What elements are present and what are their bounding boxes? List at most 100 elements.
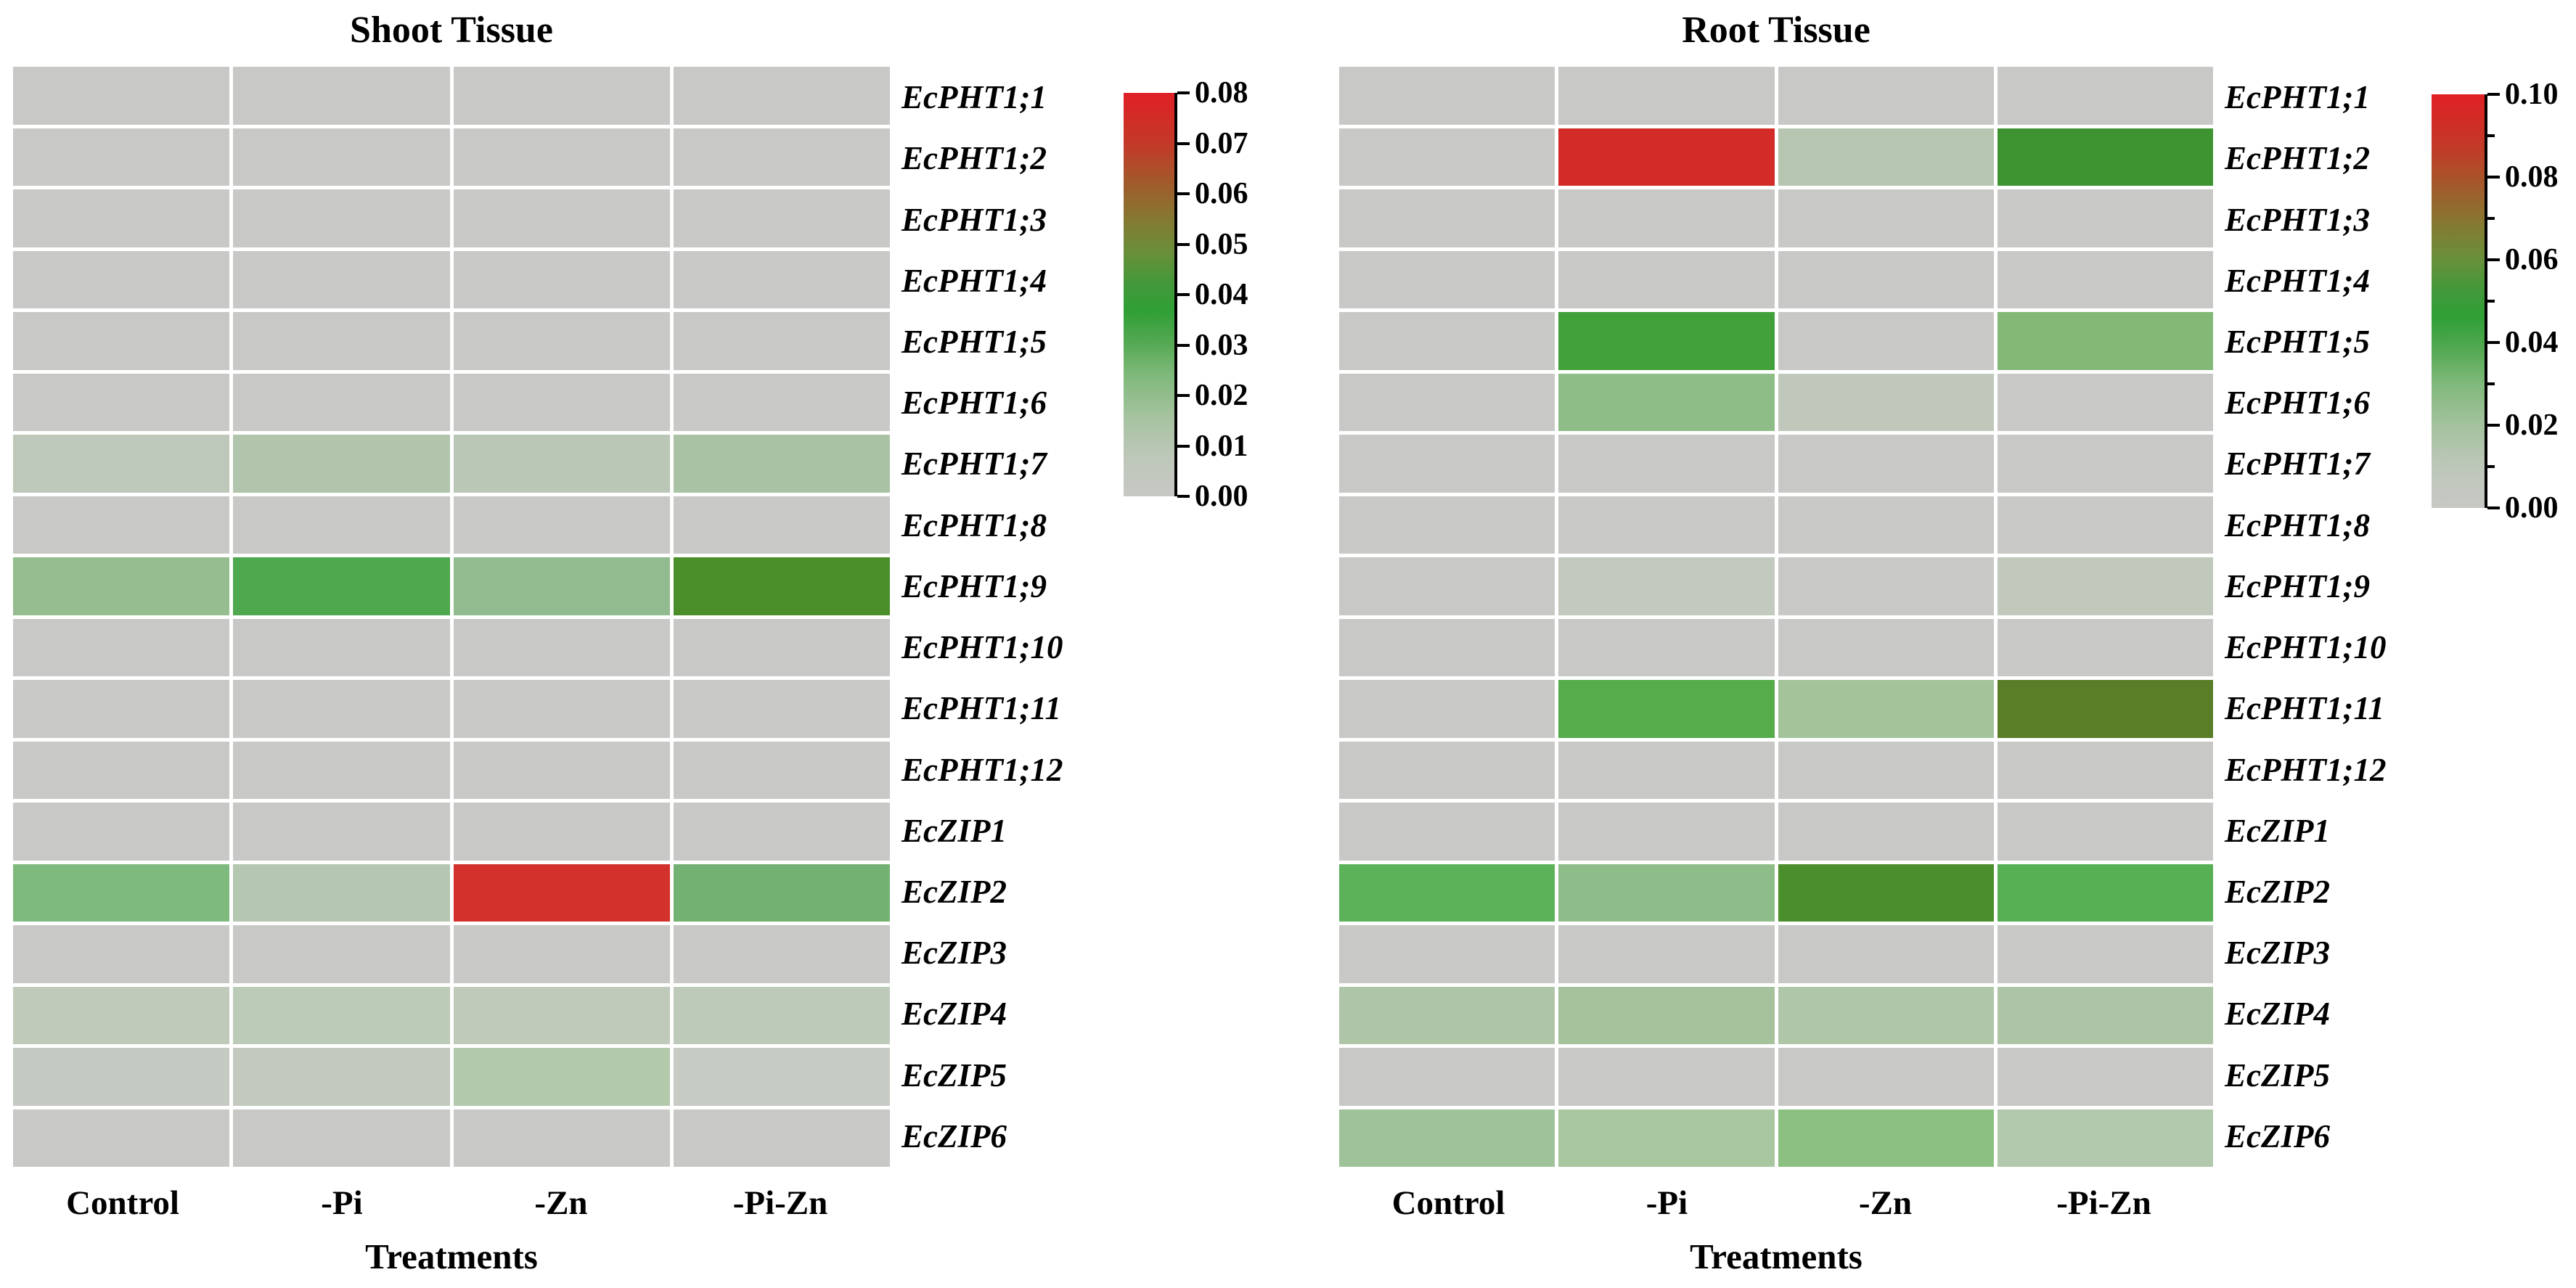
heatmap-grid-root: [1339, 67, 2213, 1167]
gene-label: EcPHT1;3: [2225, 201, 2370, 238]
heatmap-cell: [673, 557, 890, 615]
colorbar-axis: 0.08 0.07 0.06 0.05 0.04 0.03 0.02 0.01 0.00: [1174, 78, 1248, 512]
colorbar-tick-label: 0.00: [2505, 491, 2559, 525]
gene-label: EcPHT1;3: [901, 201, 1047, 238]
treatment-labels-shoot: Control -Pi -Zn -Pi-Zn: [13, 1181, 890, 1225]
gene-label: EcPHT1;6: [901, 385, 1047, 422]
gene-label: EcPHT1;4: [2225, 262, 2370, 299]
treatment-labels-root: Control -Pi -Zn -Pi-Zn: [1339, 1181, 2213, 1225]
gene-label: EcPHT1;10: [901, 629, 1063, 666]
heatmap-cell: [1339, 557, 1555, 615]
heatmap-cell: [1558, 741, 1775, 799]
gene-label: EcPHT1;5: [2225, 323, 2370, 360]
treatment-label: Control: [1391, 1184, 1505, 1222]
colorbar-minor-tick: [2487, 465, 2495, 468]
heatmap-cell: [13, 496, 230, 554]
heatmap-cell: [1558, 189, 1775, 247]
panel-title-shoot: Shoot Tissue: [350, 9, 553, 51]
heatmap-cell: [1997, 496, 2213, 554]
heatmap-cell: [233, 1048, 450, 1106]
heatmap-cell: [673, 312, 890, 370]
heatmap-cell: [453, 557, 670, 615]
heatmap-cell: [1339, 496, 1555, 554]
heatmap-cell: [1997, 1109, 2213, 1167]
heatmap-cell: [453, 435, 670, 493]
heatmap-cell: [13, 373, 230, 431]
heatmap-cell: [1778, 373, 1994, 431]
colorbar-tick: [2487, 424, 2500, 427]
heatmap-cell: [1997, 557, 2213, 615]
colorbar-tick-label: 0.04: [2505, 326, 2559, 359]
heatmap-cell: [13, 803, 230, 861]
heatmap-cell: [13, 312, 230, 370]
heatmap-cell: [233, 312, 450, 370]
heatmap-cell: [1558, 373, 1775, 431]
heatmap-cell: [1339, 67, 1555, 125]
gene-label: EcPHT1;9: [2225, 567, 2370, 604]
heatmap-cell: [1997, 373, 2213, 431]
heatmap-cell: [1778, 435, 1994, 493]
heatmap-cell: [1778, 250, 1994, 308]
heatmap-cell: [1339, 864, 1555, 922]
heatmap-cell: [233, 373, 450, 431]
heatmap-cell: [1778, 680, 1994, 738]
heatmap-cell: [1778, 925, 1994, 983]
heatmap-cell: [673, 680, 890, 738]
heatmap-cell: [1558, 250, 1775, 308]
heatmap-cell: [1558, 618, 1775, 676]
gene-label: EcPHT1;9: [901, 567, 1047, 604]
heatmap-cell: [1339, 312, 1555, 370]
colorbar-shoot: 0.08 0.07 0.06 0.05 0.04 0.03 0.02 0.01 0.00: [1124, 78, 1248, 512]
heatmap-cell: [453, 496, 670, 554]
heatmap-cell: [1558, 496, 1775, 554]
treatment-label: -Zn: [534, 1184, 588, 1222]
colorbar-tick: [2487, 258, 2500, 261]
heatmap-cell: [233, 557, 450, 615]
heatmap-cell: [13, 1109, 230, 1167]
heatmap-cell: [233, 680, 450, 738]
colorbar-tick-label: 0.02: [1195, 379, 1248, 412]
x-axis-title-shoot: Treatments: [365, 1236, 538, 1276]
heatmap-cell: [1997, 1048, 2213, 1106]
heatmap-cell: [1558, 435, 1775, 493]
heatmap-cell: [13, 680, 230, 738]
gene-label: EcPHT1;7: [2225, 446, 2370, 483]
heatmap-cell: [453, 803, 670, 861]
heatmap-cell: [673, 1048, 890, 1106]
colorbar-tick: [1177, 192, 1190, 195]
colorbar-tick-label: 0.04: [1195, 278, 1248, 311]
colorbar-axis: 0.10 0.08 0.06 0.04 0.02 0.00: [2485, 79, 2559, 523]
colorbar-tick-label: 0.05: [1195, 227, 1248, 261]
gene-label: EcPHT1;11: [901, 690, 1061, 727]
heatmap-cell: [233, 189, 450, 247]
heatmap-cell: [233, 1109, 450, 1167]
heatmap-cell: [13, 189, 230, 247]
heatmap-cell: [1778, 803, 1994, 861]
gene-labels-shoot: EcPHT1;1 EcPHT1;2 EcPHT1;3 EcPHT1;4 EcPHT1;5…: [901, 67, 1119, 1167]
heatmap-cell: [1558, 312, 1775, 370]
gene-label: EcZIP6: [2225, 1117, 2330, 1154]
colorbar-tick: [2487, 176, 2500, 179]
heatmap-cell: [1339, 1109, 1555, 1167]
heatmap-cell: [1778, 496, 1994, 554]
heatmap-cell: [1339, 803, 1555, 861]
gene-label: EcZIP5: [901, 1057, 1007, 1094]
colorbar-tick-label: 0.06: [2505, 243, 2559, 276]
colorbar-tick: [1177, 495, 1190, 498]
gene-label: EcPHT1;6: [2225, 385, 2370, 422]
heatmap-cell: [1339, 925, 1555, 983]
heatmap-cell: [673, 1109, 890, 1167]
heatmap-cell: [453, 128, 670, 186]
heatmap-cell: [1558, 986, 1775, 1044]
panel-title-root: Root Tissue: [1682, 9, 1870, 51]
heatmap-cell: [453, 986, 670, 1044]
heatmap-cell: [1997, 618, 2213, 676]
heatmap-cell: [453, 67, 670, 125]
heatmap-cell: [453, 618, 670, 676]
colorbar-tick-label: 0.08: [1195, 76, 1248, 110]
heatmap-cell: [233, 803, 450, 861]
treatment-label: -Pi-Zn: [732, 1184, 828, 1222]
gene-label: EcPHT1;4: [901, 262, 1047, 299]
colorbar-gradient: [2432, 94, 2485, 508]
heatmap-cell: [1339, 189, 1555, 247]
